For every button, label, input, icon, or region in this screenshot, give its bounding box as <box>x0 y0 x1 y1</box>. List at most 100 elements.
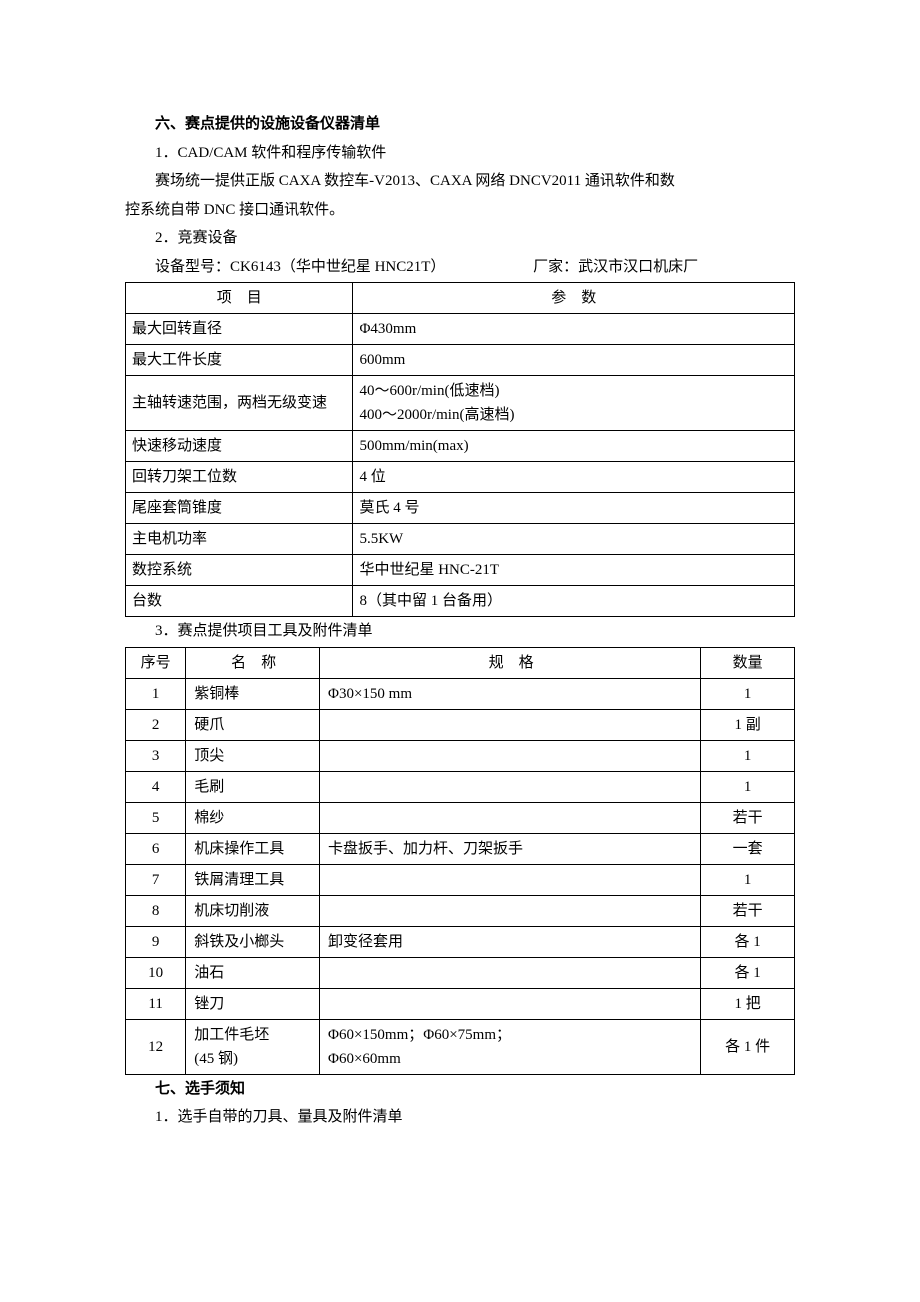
table-row: 11锉刀 1 把 <box>126 988 795 1019</box>
equipment-spec-table: 项 目 参 数 最大回转直径Φ430mm 最大工件长度600mm 主轴转速范围，… <box>125 282 795 617</box>
cell-spec <box>320 895 701 926</box>
table-row: 3顶尖1 <box>126 740 795 771</box>
cell-seq: 5 <box>126 802 186 833</box>
table-row: 最大回转直径Φ430mm <box>126 314 795 345</box>
cell-seq: 1 <box>126 678 186 709</box>
col-spec: 规 格 <box>320 647 701 678</box>
cell-param: 4 位 <box>353 462 795 493</box>
cell-name: 硬爪 <box>186 709 320 740</box>
table-header-row: 项 目 参 数 <box>126 283 795 314</box>
cell-name: 紫铜棒 <box>186 678 320 709</box>
cell-qty: 若干 <box>701 802 795 833</box>
cell-seq: 4 <box>126 771 186 802</box>
cell-param: 600mm <box>353 345 795 376</box>
item1-p1: 赛场统一提供正版 CAXA 数控车-V2013、CAXA 网络 DNCV2011… <box>125 167 795 196</box>
cell-name: 加工件毛坯(45 钢) <box>186 1019 320 1074</box>
table-row: 9斜铁及小榔头卸变径套用各 1 <box>126 926 795 957</box>
cell-seq: 12 <box>126 1019 186 1074</box>
item1-p2: 控系统自带 DNC 接口通讯软件。 <box>125 196 795 225</box>
cell-qty: 各 1 <box>701 957 795 988</box>
cell-qty: 1 <box>701 864 795 895</box>
cell-item: 主轴转速范围，两档无级变速 <box>126 376 353 431</box>
cell-param: 华中世纪星 HNC-21T <box>353 555 795 586</box>
cell-name: 铁屑清理工具 <box>186 864 320 895</box>
cell-param: Φ430mm <box>353 314 795 345</box>
cell-param: 莫氏 4 号 <box>353 493 795 524</box>
cell-seq: 6 <box>126 833 186 864</box>
table-row: 8机床切削液 若干 <box>126 895 795 926</box>
device-line: 设备型号：CK6143（华中世纪星 HNC21T） 厂家：武汉市汉口机床厂 <box>125 253 795 282</box>
cell-name: 机床切削液 <box>186 895 320 926</box>
cell-spec <box>320 957 701 988</box>
table-row: 回转刀架工位数4 位 <box>126 462 795 493</box>
device-manufacturer: 厂家：武汉市汉口机床厂 <box>533 259 698 275</box>
cell-qty: 1 副 <box>701 709 795 740</box>
cell-item: 尾座套筒锥度 <box>126 493 353 524</box>
section7-item1: 1．选手自带的刀具、量具及附件清单 <box>125 1103 795 1132</box>
table-row: 10油石 各 1 <box>126 957 795 988</box>
cell-spec <box>320 802 701 833</box>
section7-title: 七、选手须知 <box>125 1075 795 1104</box>
cell-seq: 3 <box>126 740 186 771</box>
col-seq: 序号 <box>126 647 186 678</box>
cell-spec <box>320 771 701 802</box>
item1-title: 1．CAD/CAM 软件和程序传输软件 <box>125 139 795 168</box>
table-row: 快速移动速度500mm/min(max) <box>126 431 795 462</box>
cell-name: 油石 <box>186 957 320 988</box>
cell-spec: Φ60×150mm；Φ60×75mm；Φ60×60mm <box>320 1019 701 1074</box>
table-row: 最大工件长度600mm <box>126 345 795 376</box>
cell-name: 锉刀 <box>186 988 320 1019</box>
cell-qty: 1 把 <box>701 988 795 1019</box>
cell-spec <box>320 864 701 895</box>
table-row: 台数8（其中留 1 台备用） <box>126 586 795 617</box>
table-header-row: 序号 名 称 规 格 数量 <box>126 647 795 678</box>
table-row: 尾座套筒锥度莫氏 4 号 <box>126 493 795 524</box>
device-model: 设备型号：CK6143（华中世纪星 HNC21T） <box>155 259 445 275</box>
cell-item: 回转刀架工位数 <box>126 462 353 493</box>
cell-qty: 各 1 <box>701 926 795 957</box>
cell-qty: 各 1 件 <box>701 1019 795 1074</box>
cell-seq: 11 <box>126 988 186 1019</box>
cell-spec: 卸变径套用 <box>320 926 701 957</box>
item3-title: 3．赛点提供项目工具及附件清单 <box>125 617 795 646</box>
col-item: 项 目 <box>126 283 353 314</box>
table-row: 数控系统华中世纪星 HNC-21T <box>126 555 795 586</box>
table-row: 7铁屑清理工具 1 <box>126 864 795 895</box>
item2-title: 2．竞赛设备 <box>125 224 795 253</box>
cell-param: 40～600r/min(低速档)400～2000r/min(高速档) <box>353 376 795 431</box>
cell-item: 主电机功率 <box>126 524 353 555</box>
cell-qty: 1 <box>701 678 795 709</box>
table-row: 1紫铜棒Φ30×150 mm1 <box>126 678 795 709</box>
cell-name: 斜铁及小榔头 <box>186 926 320 957</box>
cell-spec <box>320 740 701 771</box>
table-row: 4毛刷 1 <box>126 771 795 802</box>
cell-seq: 8 <box>126 895 186 926</box>
cell-name: 机床操作工具 <box>186 833 320 864</box>
cell-seq: 7 <box>126 864 186 895</box>
cell-param: 5.5KW <box>353 524 795 555</box>
cell-item: 台数 <box>126 586 353 617</box>
cell-spec <box>320 709 701 740</box>
cell-seq: 9 <box>126 926 186 957</box>
cell-qty: 若干 <box>701 895 795 926</box>
section6-title: 六、赛点提供的设施设备仪器清单 <box>125 110 795 139</box>
cell-qty: 1 <box>701 771 795 802</box>
table-row: 12加工件毛坯(45 钢)Φ60×150mm；Φ60×75mm；Φ60×60mm… <box>126 1019 795 1074</box>
cell-qty: 一套 <box>701 833 795 864</box>
col-name: 名 称 <box>186 647 320 678</box>
cell-spec <box>320 988 701 1019</box>
cell-spec: 卡盘扳手、加力杆、刀架扳手 <box>320 833 701 864</box>
cell-seq: 10 <box>126 957 186 988</box>
col-param: 参 数 <box>353 283 795 314</box>
tools-accessories-table: 序号 名 称 规 格 数量 1紫铜棒Φ30×150 mm1 2硬爪 1 副 3顶尖… <box>125 647 795 1075</box>
table-row: 2硬爪 1 副 <box>126 709 795 740</box>
col-qty: 数量 <box>701 647 795 678</box>
cell-name: 顶尖 <box>186 740 320 771</box>
cell-item: 最大回转直径 <box>126 314 353 345</box>
table-row: 主轴转速范围，两档无级变速40～600r/min(低速档)400～2000r/m… <box>126 376 795 431</box>
table-row: 5棉纱 若干 <box>126 802 795 833</box>
cell-seq: 2 <box>126 709 186 740</box>
cell-param: 500mm/min(max) <box>353 431 795 462</box>
cell-name: 毛刷 <box>186 771 320 802</box>
cell-name: 棉纱 <box>186 802 320 833</box>
